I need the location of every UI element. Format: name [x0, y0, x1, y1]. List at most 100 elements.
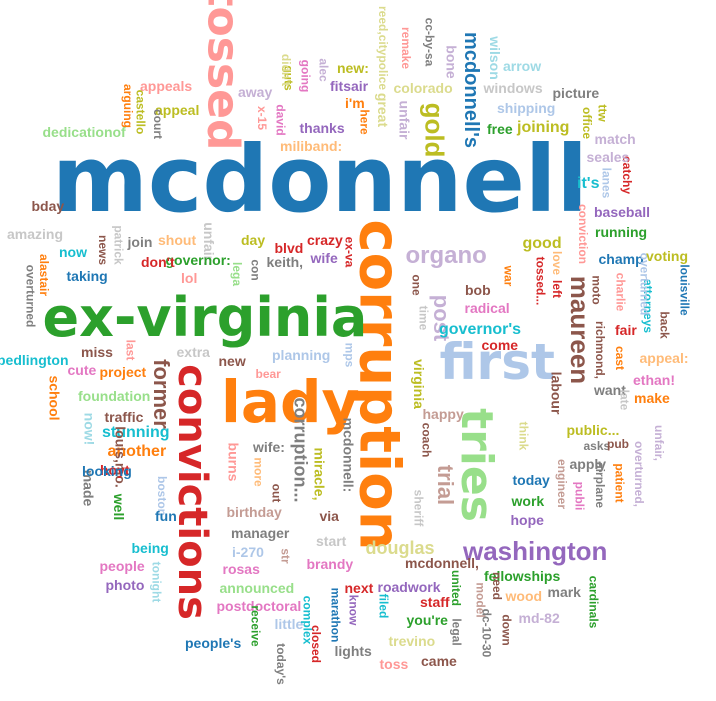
word-tries: tries: [450, 408, 502, 522]
word-public: public...: [566, 422, 620, 438]
word-mcdonnell: mcdonnell:: [339, 417, 356, 493]
word-miliband: miliband:: [280, 138, 343, 154]
word-lol: lol: [181, 270, 198, 286]
word-joining: joining: [517, 119, 570, 136]
word-wife: wife: [310, 250, 338, 266]
word-appeal: appeal:: [639, 350, 689, 366]
word-tossed: tossed: [196, 0, 248, 151]
word-happy: happy: [422, 406, 464, 422]
word-unfair: unfair,: [652, 424, 667, 462]
word-foundation: foundation: [78, 388, 151, 404]
word-out: out: [268, 483, 283, 503]
word-looking: looking: [82, 463, 132, 479]
word-tonight: tonight: [148, 561, 163, 603]
word-running: running: [595, 224, 648, 240]
word-came: came: [421, 653, 457, 669]
word-x-15: x-15: [255, 105, 270, 131]
word-bone: bone: [443, 45, 460, 79]
word-little: little: [274, 616, 304, 632]
word-cute: cute: [67, 362, 97, 378]
word-lanes: lanes: [598, 167, 613, 199]
word-overturned: overturned,: [632, 440, 647, 508]
word-amazing: amazing: [7, 226, 64, 242]
word-hope: hope: [510, 512, 544, 528]
word-appeals: appeals: [140, 78, 193, 94]
word-louisville: louisville: [677, 264, 692, 316]
word-patient: patient: [612, 463, 627, 503]
word-asks: asks: [583, 439, 611, 453]
word-make: make: [634, 390, 670, 406]
word-it-s: it's: [577, 175, 600, 192]
word-planning: planning: [272, 347, 331, 363]
word-roadwork: roadwork: [377, 579, 441, 595]
word-hoyt: hoyt: [100, 462, 130, 478]
word-last: last: [122, 339, 137, 361]
word-announced: announced: [219, 580, 295, 596]
word-didn-t: didn't: [279, 53, 294, 87]
word-md-82: md-82: [518, 610, 560, 626]
word-tossed: tossed...: [532, 256, 547, 306]
word-miracle: miracle,: [310, 447, 327, 501]
word-keith: keith,: [266, 254, 304, 270]
word-i-270: i-270: [232, 544, 264, 560]
word-school: school: [46, 375, 63, 421]
word-mark: mark: [547, 584, 581, 600]
word-publi: publi: [571, 481, 586, 511]
word-next: next: [344, 580, 374, 596]
word-down: down: [499, 614, 514, 646]
word-moto: moto: [589, 275, 604, 305]
word-ttw: ttw: [595, 104, 610, 122]
word-left: left: [550, 280, 564, 298]
word-arrow: arrow: [503, 58, 542, 74]
word-via: via: [319, 508, 339, 524]
word-rosas: rosas: [222, 561, 260, 577]
word-gold: gold: [418, 102, 449, 158]
word-radical: radical: [464, 300, 510, 316]
word-match: match: [594, 131, 636, 147]
word-war: war: [500, 265, 515, 287]
word-lega: lega: [230, 261, 245, 287]
word-dc-10-30: dc-10-30: [478, 608, 493, 658]
word-washington: washington: [463, 536, 608, 566]
word-free: free: [487, 121, 513, 137]
word-extra: extra: [176, 344, 210, 360]
word-well: well: [111, 493, 128, 521]
word-ex-va: ex-va: [341, 236, 356, 268]
word-pub: pub: [607, 437, 629, 451]
word-david: david: [273, 104, 288, 136]
word-overturned: overturned: [636, 252, 651, 316]
word-here: here: [357, 109, 372, 135]
word-think: think: [515, 421, 530, 451]
word-more: more: [251, 457, 266, 487]
word-conviction: conviction: [576, 203, 591, 265]
word-reed-citypolice: reed,citypolice: [376, 5, 391, 91]
word-court: court: [151, 109, 165, 139]
word-governor: governor:: [165, 252, 231, 268]
word-dedicationof: dedicationof: [42, 124, 126, 140]
word-ex-virginia: ex-virginia: [42, 286, 368, 349]
word-seales: seales: [586, 149, 630, 165]
word-windows: windows: [483, 80, 543, 96]
word-project: project: [99, 364, 147, 380]
word-unfair: unfair: [395, 100, 412, 140]
word-one: one: [409, 274, 424, 296]
word-corruption: corruption...: [290, 397, 310, 503]
word-office: office: [580, 106, 595, 140]
word-time: time: [415, 305, 430, 331]
word-baseball: baseball: [594, 204, 651, 220]
word-another: another: [107, 443, 167, 460]
word-receive: receive: [248, 605, 263, 647]
word-cardinals: cardinals: [585, 575, 600, 629]
word-voting: voting: [646, 248, 688, 264]
word-bear: bear: [255, 367, 281, 381]
word-traffic: traffic: [104, 409, 144, 425]
word-great: great: [375, 92, 392, 128]
word-patrick: patrick: [111, 225, 126, 265]
word-con: con: [248, 259, 263, 281]
word-former: former: [148, 359, 174, 429]
word-bday: bday: [31, 198, 65, 214]
word-mcdonnell: mcdonnell: [52, 126, 588, 233]
word-stunning: stunning: [102, 424, 170, 441]
word-today: today: [512, 472, 550, 488]
